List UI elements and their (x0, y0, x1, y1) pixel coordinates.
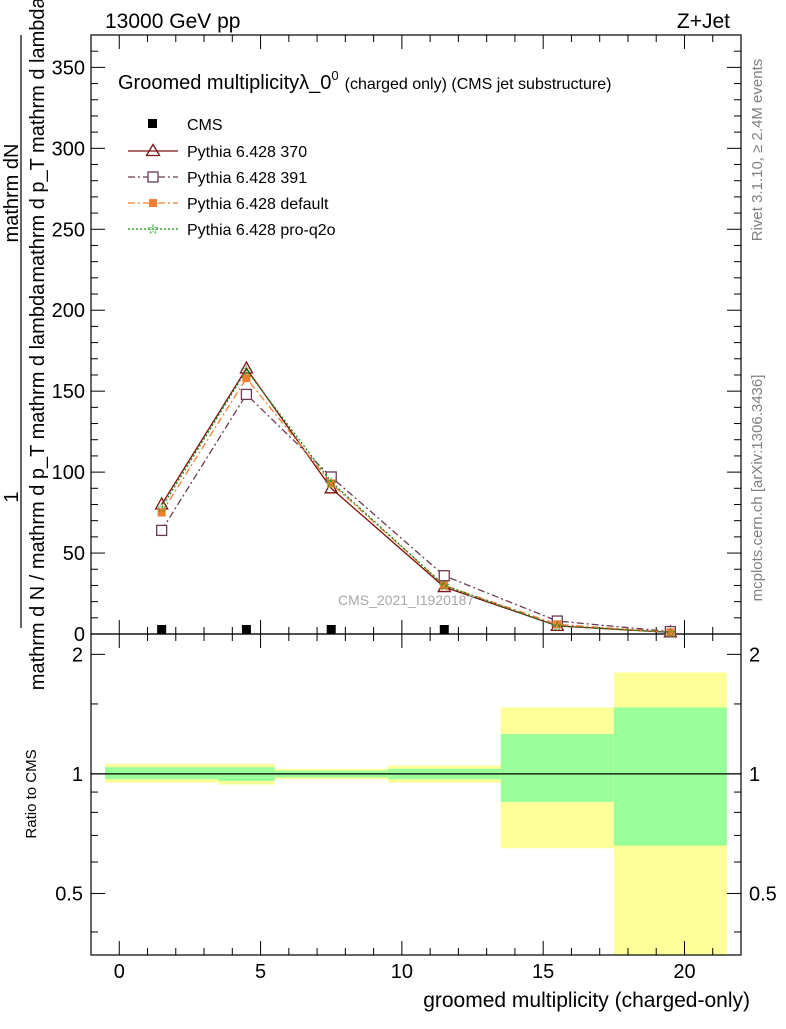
xtick-label: 5 (255, 961, 266, 983)
ratio-band-stat-0 (105, 767, 219, 780)
ytick-label-main: 250 (52, 219, 85, 241)
ratio-bands (91, 672, 741, 955)
legend-marker-370 (145, 143, 161, 157)
marker-proq2o: ☆ (240, 362, 253, 378)
series-line-3 (161, 377, 671, 634)
marker-proq2o: ☆ (155, 500, 168, 516)
marker-370 (239, 360, 254, 374)
marker-391 (240, 388, 253, 401)
ytick-label-main: 200 (52, 300, 85, 322)
ytick-label-ratio-left: 0.5 (55, 883, 83, 905)
marker-proq2o: ☆ (325, 474, 338, 490)
legend-marker-default (149, 199, 157, 207)
cms-data-point (157, 625, 167, 634)
marker-default (553, 620, 562, 629)
legend-label-391: Pythia 6.428 391 (187, 170, 307, 187)
marker-proq2o: ☆ (664, 624, 677, 640)
ytick-label-main: 0 (74, 624, 85, 646)
mcplots-label: mcplots.cern.ch [arXiv:1306.3436] (749, 375, 766, 602)
marker-default (440, 581, 449, 590)
ratio-plot-frame (90, 633, 742, 956)
analysis-watermark: CMS_2021_I1920187 (338, 592, 474, 608)
ylabel-denominator-1: mathrm d p_T mathrm d lambda (27, 0, 49, 283)
marker-proq2o: ☆ (438, 577, 451, 593)
xtick-label: 20 (673, 961, 695, 983)
legend-marker-391 (147, 171, 159, 183)
ytick-label-ratio-right: 1 (749, 764, 760, 786)
xtick-label: 15 (532, 961, 554, 983)
xtick-label: 10 (391, 961, 413, 983)
ratio-band-stat-5 (613, 707, 727, 846)
ylabel-denominator-2: mathrm d N / mathrm d p_T mathrm d lambd… (27, 283, 49, 690)
marker-391 (156, 524, 168, 537)
cms-data-point (241, 625, 251, 634)
ytick-label-ratio-left: 1 (72, 764, 83, 786)
legend-label-cms: CMS (187, 117, 223, 134)
legend-label-default: Pythia 6.428 default (187, 196, 329, 213)
ytick-label-main: 300 (52, 138, 85, 160)
ytick-label-ratio-right: 0.5 (749, 883, 777, 905)
plot-title: Groomed multiplicityλ_00(charged only) (… (118, 68, 611, 94)
ytick-label-ratio-left: 2 (72, 644, 83, 666)
cms-data-point (326, 625, 336, 634)
x-axis-label: groomed multiplicity (charged-only) (423, 989, 750, 1012)
legend-marker-proq2o: ☆ (147, 221, 160, 237)
marker-default (327, 479, 336, 488)
ytick-label-main: 150 (52, 381, 85, 403)
legend-marker-cms (148, 119, 157, 128)
rivet-version-label: Rivet 3.1.10, ≥ 2.4M events (749, 59, 766, 242)
y-axis-label-main: 1 mathrm dN mathrm d p_T mathrm d lambda… (1, 0, 49, 690)
marker-default (157, 508, 166, 517)
legend-label-370: Pythia 6.428 370 (187, 144, 307, 161)
ytick-label-main: 100 (52, 462, 85, 484)
ytick-label-main: 350 (52, 57, 85, 79)
header-left: 13000 GeV pp (105, 10, 240, 33)
ratio-band-stat-4 (500, 734, 614, 802)
ylabel-one: 1 (1, 491, 23, 502)
legend: CMS Pythia 6.428 370 Pythia 6.428 391 Py… (128, 117, 336, 239)
marker-default (242, 374, 251, 383)
series-lines: ☆ ☆ ☆ ☆ ☆ ☆ (154, 360, 678, 640)
legend-label-proq2o: Pythia 6.428 pro-q2o (187, 222, 336, 239)
header-right: Z+Jet (677, 10, 730, 33)
ylabel-numerator: mathrm dN (1, 144, 23, 243)
marker-proq2o: ☆ (551, 618, 564, 634)
xtick-label: 0 (114, 961, 125, 983)
series-line-1 (161, 367, 671, 634)
ytick-label-main: 50 (63, 543, 85, 565)
y-axis-label-ratio: Ratio to CMS (23, 749, 40, 838)
ytick-label-ratio-right: 2 (749, 644, 760, 666)
cms-data-point (439, 625, 449, 634)
marker-391 (438, 570, 450, 582)
